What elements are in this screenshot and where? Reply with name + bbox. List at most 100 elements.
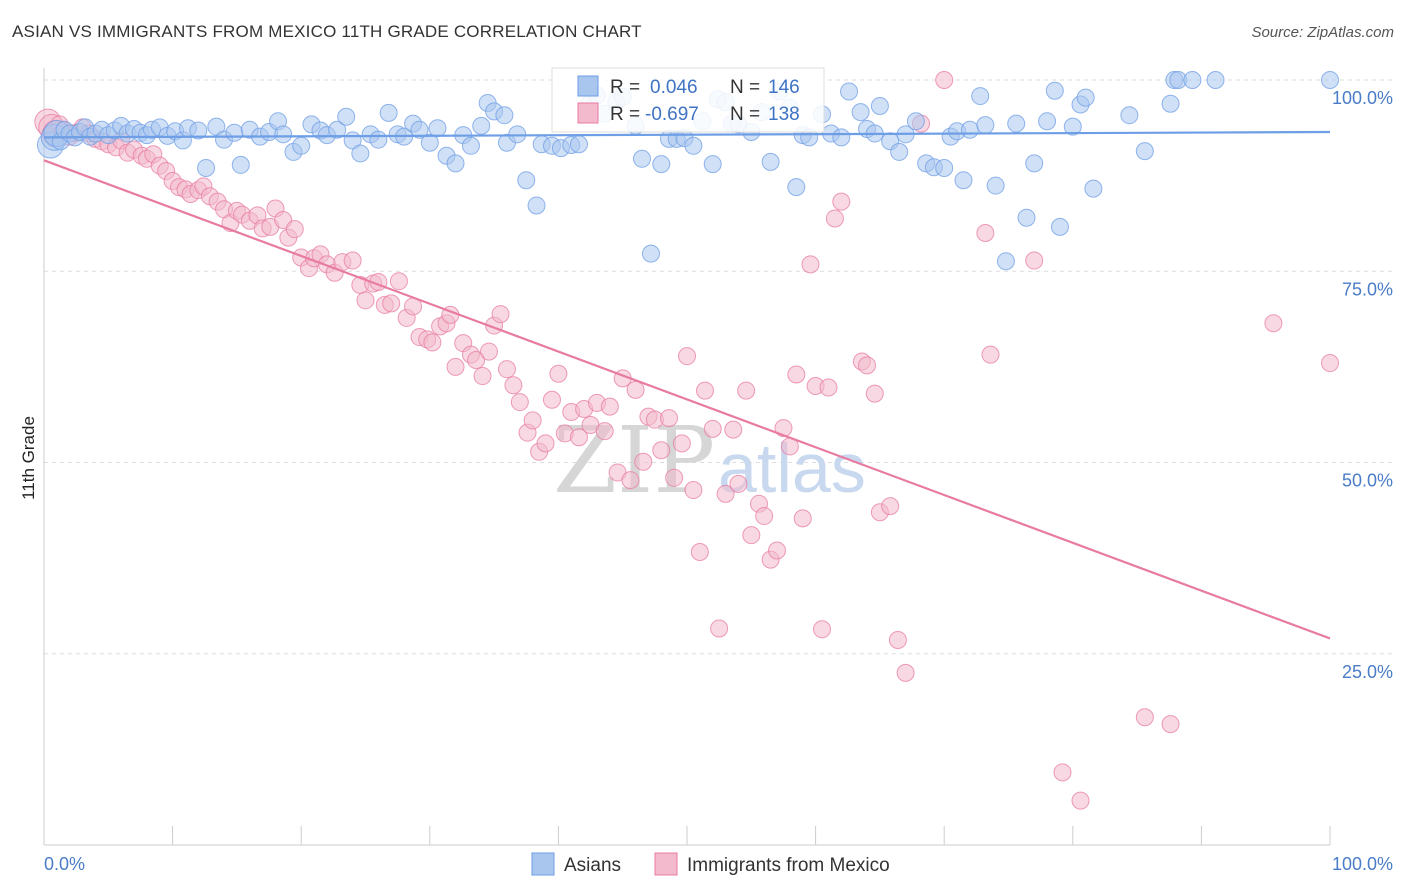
- asian-point-47: [379, 103, 398, 122]
- mexico-point-67: [467, 350, 486, 369]
- asian-point-126: [1050, 217, 1069, 236]
- series-mexico-points: [34, 71, 1339, 810]
- mexico-point-50: [356, 291, 375, 310]
- stats-mexico-r-label: R =: [610, 104, 640, 125]
- mexico-point-123: [825, 209, 844, 228]
- mexico-point-112: [755, 507, 774, 526]
- mexico-point-80: [549, 364, 568, 383]
- mexico-point-114: [768, 541, 787, 560]
- grid-lines: [44, 79, 1392, 655]
- mexico-point-60: [423, 333, 442, 352]
- asian-point-133: [1161, 94, 1180, 113]
- asian-point-92: [761, 152, 780, 171]
- asian-point-123: [1025, 154, 1044, 173]
- stats-asian-n-value: 146: [768, 77, 800, 98]
- asian-point-101: [840, 82, 859, 101]
- mexico-point-83: [569, 428, 588, 447]
- asian-point-117: [971, 87, 990, 106]
- mexico-point-139: [1135, 708, 1154, 727]
- y-tick-labels: 25.0% 50.0% 75.0% 100.0%: [1332, 88, 1393, 682]
- asian-point-118: [976, 116, 995, 135]
- mexico-point-134: [976, 224, 995, 242]
- asian-point-136: [1183, 71, 1202, 89]
- mexico-point-91: [621, 471, 640, 490]
- mexico-point-133: [935, 71, 954, 89]
- mexico-point-135: [981, 345, 1000, 364]
- asian-point-129: [1076, 88, 1095, 107]
- asian-point-37: [292, 136, 311, 155]
- asian-point-70: [569, 135, 588, 154]
- mexico-point-79: [542, 390, 561, 409]
- mexico-point-104: [703, 419, 722, 438]
- asian-point-42: [337, 107, 356, 126]
- mexico-point-100: [678, 347, 696, 366]
- asian-point-44: [351, 144, 370, 163]
- asian-point-30: [231, 155, 250, 174]
- mexico-point-98: [665, 468, 684, 487]
- stats-mexico-swatch: [577, 102, 599, 124]
- asian-point-107: [890, 142, 909, 161]
- mexico-point-48: [343, 251, 362, 270]
- asian-point-55: [446, 154, 465, 173]
- asian-point-127: [1063, 117, 1082, 136]
- asian-point-131: [1120, 106, 1139, 125]
- mexico-point-106: [716, 484, 735, 503]
- stats-mexico-n-label: N =: [730, 104, 760, 125]
- asian-point-35: [274, 125, 293, 144]
- asian-point-77: [632, 149, 651, 168]
- asian-point-57: [461, 136, 480, 155]
- legend-asian-swatch: [531, 852, 555, 876]
- asian-point-137: [1206, 71, 1225, 89]
- asian-point-125: [1045, 81, 1064, 100]
- mexico-point-64: [446, 357, 465, 376]
- legend-mexico-label: Immigrants from Mexico: [687, 855, 890, 876]
- asian-point-46: [369, 130, 388, 149]
- y-tick-label-50: 50.0%: [1342, 471, 1393, 491]
- mexico-point-108: [729, 474, 748, 493]
- mexico-point-137: [1053, 763, 1072, 782]
- mexico-point-121: [813, 620, 832, 639]
- stats-asian-r-value: 0.046: [650, 77, 698, 98]
- asian-point-83: [684, 136, 703, 155]
- mexico-point-88: [600, 397, 619, 416]
- mexico-point-72: [497, 360, 516, 379]
- legend-asian-label: Asians: [564, 855, 621, 876]
- asian-point-78: [641, 244, 660, 263]
- source-label: Source: ZipAtlas.com: [1251, 24, 1394, 41]
- mexico-point-118: [793, 509, 812, 528]
- asian-point-120: [996, 252, 1015, 271]
- legend: Asians Immigrants from Mexico: [531, 852, 890, 876]
- mexico-point-107: [724, 420, 743, 439]
- mexico-point-76: [523, 411, 542, 430]
- trend-lines: [43, 130, 1331, 640]
- asian-point-102: [851, 103, 870, 122]
- mexico-point-130: [888, 630, 907, 649]
- asian-point-138: [1321, 71, 1339, 89]
- asian-point-61: [495, 106, 514, 125]
- x-tick-label-0: 0.0%: [44, 854, 85, 874]
- stats-mexico-n-value: 138: [768, 104, 800, 125]
- y-tick-label-75: 75.0%: [1342, 279, 1393, 299]
- asian-point-115: [954, 171, 973, 190]
- stats-asian-r-label: R =: [610, 77, 640, 98]
- mexico-point-131: [896, 663, 915, 682]
- stats-box: R = 0.046 N = 146 R = -0.697 N = 138: [551, 67, 825, 133]
- asian-point-64: [517, 171, 536, 190]
- asian-point-124: [1038, 112, 1057, 131]
- mexico-point-129: [881, 497, 900, 516]
- mexico-point-127: [865, 384, 884, 403]
- mexico-point-93: [634, 452, 653, 471]
- mexico-point-140: [1161, 715, 1180, 734]
- mexico-point-124: [832, 192, 851, 211]
- mexico-point-105: [710, 619, 729, 638]
- asian-trend-line: [43, 130, 1331, 139]
- mexico-point-68: [473, 367, 492, 386]
- asian-point-105: [870, 97, 889, 116]
- asian-point-109: [906, 112, 925, 131]
- mexico-point-78: [536, 434, 555, 453]
- mexico-point-110: [742, 526, 761, 545]
- mexico-point-92: [626, 380, 645, 399]
- mexico-point-126: [858, 356, 877, 375]
- asian-point-85: [703, 155, 722, 174]
